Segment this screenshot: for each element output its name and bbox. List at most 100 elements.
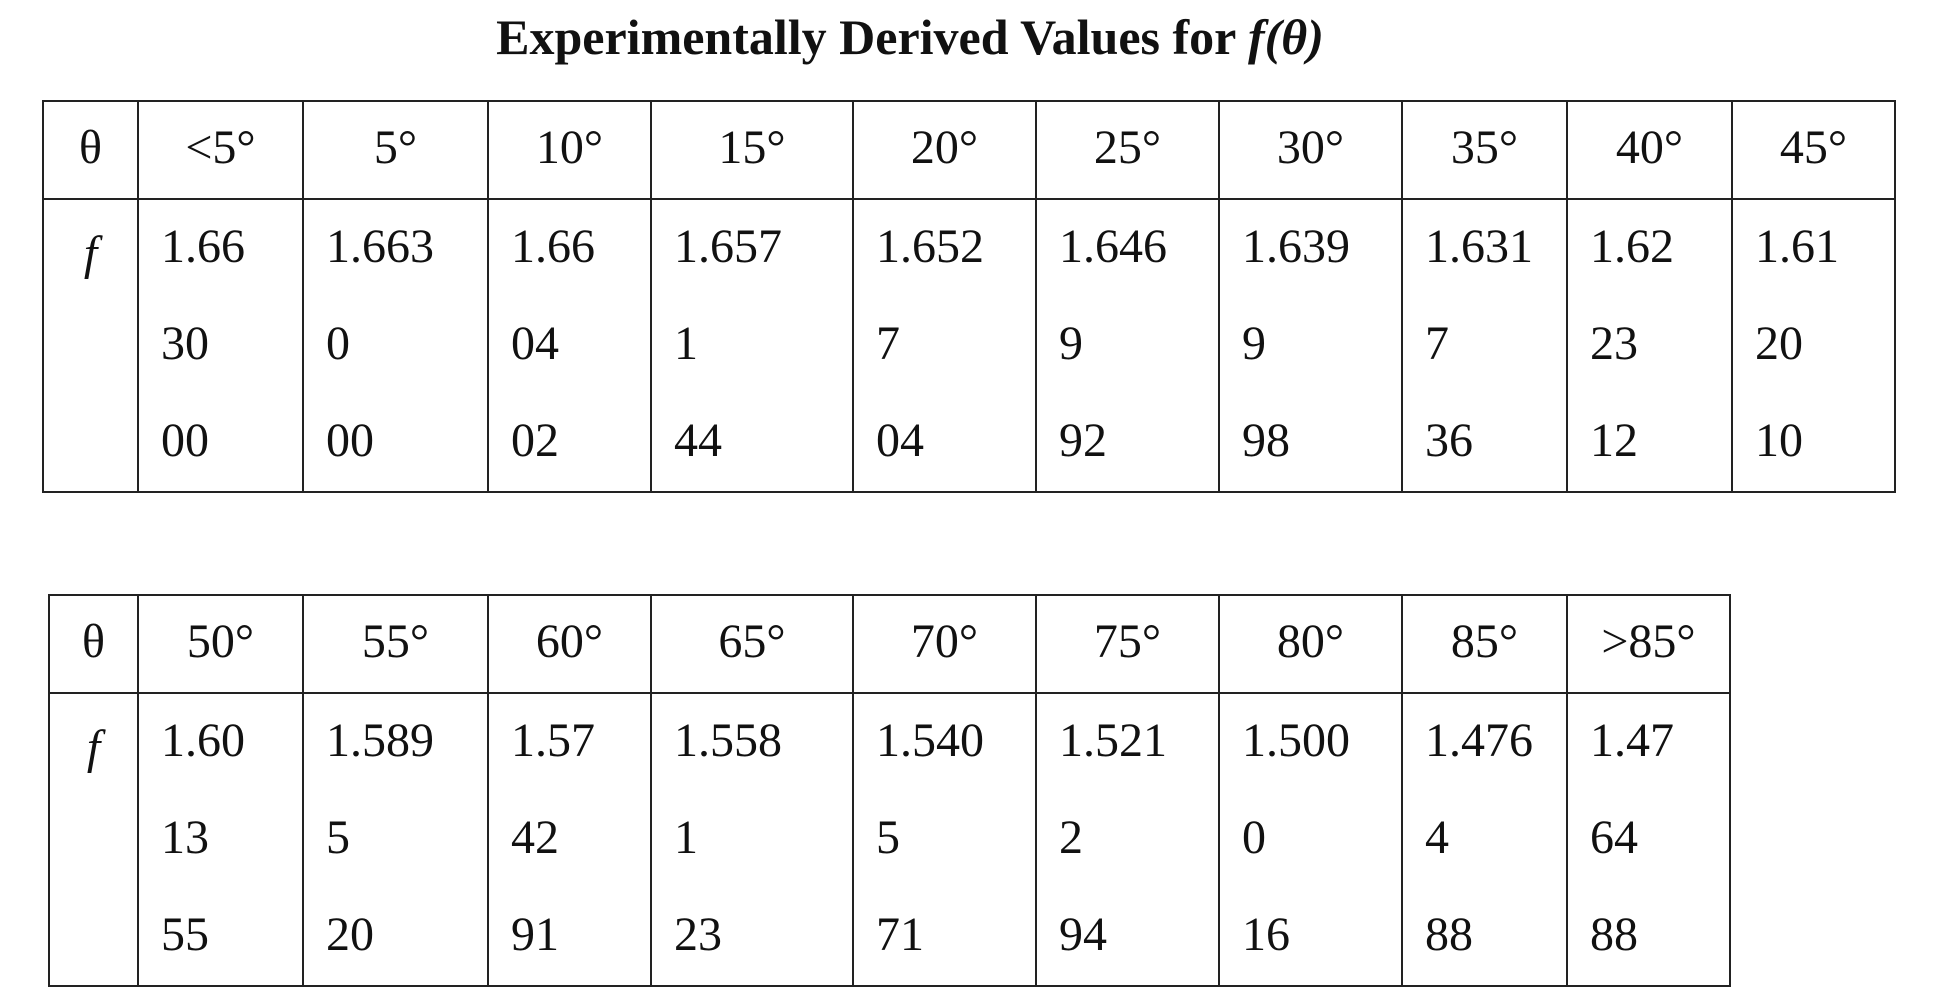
angle-header: <5° <box>138 101 303 199</box>
angle-header: 35° <box>1402 101 1567 199</box>
value-cell: 1.612010 <box>1732 199 1895 492</box>
angle-header: 50° <box>138 595 303 693</box>
value-line: 1.540 <box>876 694 1035 791</box>
value-line: 94 <box>1059 888 1218 985</box>
value-line: 1.652 <box>876 200 1035 297</box>
value-line: 7 <box>876 297 1035 394</box>
angle-header: 45° <box>1732 101 1895 199</box>
value-line: 02 <box>511 394 650 491</box>
angle-header: >85° <box>1567 595 1730 693</box>
header-row: θ <5° 5° 10° 15° 20° 25° 30° 35° 40° 45° <box>43 101 1895 199</box>
angle-header: 15° <box>651 101 853 199</box>
angle-header: 65° <box>651 595 853 693</box>
angle-header: 80° <box>1219 595 1402 693</box>
value-cell: 1.646992 <box>1036 199 1219 492</box>
value-line: 16 <box>1242 888 1401 985</box>
value-line: 12 <box>1590 394 1731 491</box>
value-cell: 1.601355 <box>138 693 303 986</box>
angle-header: 60° <box>488 595 651 693</box>
header-row: θ 50° 55° 60° 65° 70° 75° 80° 85° >85° <box>49 595 1730 693</box>
angle-header: 40° <box>1567 101 1732 199</box>
value-line: 44 <box>674 394 852 491</box>
angle-header: 30° <box>1219 101 1402 199</box>
value-cell: 1.631736 <box>1402 199 1567 492</box>
value-line: 71 <box>876 888 1035 985</box>
value-line: 64 <box>1590 791 1729 888</box>
value-line: 4 <box>1425 791 1566 888</box>
value-cell: 1.521294 <box>1036 693 1219 986</box>
value-line: 55 <box>161 888 302 985</box>
value-cell: 1.663000 <box>138 199 303 492</box>
value-row: f 1.601355 1.589520 1.574291 1.558123 1.… <box>49 693 1730 986</box>
value-line: 1.663 <box>326 200 487 297</box>
value-line: 1.631 <box>1425 200 1566 297</box>
value-line: 1.62 <box>1590 200 1731 297</box>
value-row: f 1.663000 1.663000 1.660402 1.657144 1.… <box>43 199 1895 492</box>
value-line: 2 <box>1059 791 1218 888</box>
value-line: 5 <box>876 791 1035 888</box>
value-cell: 1.663000 <box>303 199 488 492</box>
value-cell: 1.657144 <box>651 199 853 492</box>
value-line: 00 <box>161 394 302 491</box>
angle-header: 70° <box>853 595 1036 693</box>
value-line: 1.66 <box>161 200 302 297</box>
value-line: 1.521 <box>1059 694 1218 791</box>
value-cell: 1.500016 <box>1219 693 1402 986</box>
value-line: 23 <box>1590 297 1731 394</box>
f-label: f <box>49 693 138 986</box>
value-cell: 1.476488 <box>1567 693 1730 986</box>
angle-header: 5° <box>303 101 488 199</box>
value-line: 9 <box>1059 297 1218 394</box>
angle-header: 20° <box>853 101 1036 199</box>
value-line: 98 <box>1242 394 1401 491</box>
value-cell: 1.639998 <box>1219 199 1402 492</box>
value-line: 04 <box>511 297 650 394</box>
value-line: 7 <box>1425 297 1566 394</box>
values-table-2: θ 50° 55° 60° 65° 70° 75° 80° 85° >85° f… <box>48 594 1731 987</box>
angle-header: 75° <box>1036 595 1219 693</box>
value-line: 36 <box>1425 394 1566 491</box>
value-line: 42 <box>511 791 650 888</box>
value-line: 88 <box>1425 888 1566 985</box>
angle-header: 10° <box>488 101 651 199</box>
values-table-1: θ <5° 5° 10° 15° 20° 25° 30° 35° 40° 45°… <box>42 100 1896 493</box>
value-line: 04 <box>876 394 1035 491</box>
value-line: 1.558 <box>674 694 852 791</box>
value-line: 1.66 <box>511 200 650 297</box>
value-line: 1.657 <box>674 200 852 297</box>
value-line: 92 <box>1059 394 1218 491</box>
value-line: 1.589 <box>326 694 487 791</box>
value-line: 1.639 <box>1242 200 1401 297</box>
value-line: 1.57 <box>511 694 650 791</box>
value-line: 13 <box>161 791 302 888</box>
value-line: 1.476 <box>1425 694 1566 791</box>
value-line: 30 <box>161 297 302 394</box>
value-cell: 1.558123 <box>651 693 853 986</box>
angle-header: 25° <box>1036 101 1219 199</box>
value-line: 5 <box>326 791 487 888</box>
value-line: 0 <box>326 297 487 394</box>
angle-header: 55° <box>303 595 488 693</box>
value-cell: 1.574291 <box>488 693 651 986</box>
angle-header: 85° <box>1402 595 1567 693</box>
value-line: 88 <box>1590 888 1729 985</box>
value-cell: 1.589520 <box>303 693 488 986</box>
value-line: 1.61 <box>1755 200 1894 297</box>
value-line: 1 <box>674 297 852 394</box>
value-line: 1.500 <box>1242 694 1401 791</box>
title-prefix: Experimentally Derived Values for <box>496 9 1248 65</box>
page-title: Experimentally Derived Values for f(θ) <box>0 8 1820 66</box>
value-cell: 1.540571 <box>853 693 1036 986</box>
value-line: 20 <box>1755 297 1894 394</box>
value-line: 00 <box>326 394 487 491</box>
f-label: f <box>43 199 138 492</box>
value-line: 1.47 <box>1590 694 1729 791</box>
value-line: 1 <box>674 791 852 888</box>
value-cell: 1.622312 <box>1567 199 1732 492</box>
theta-label: θ <box>49 595 138 693</box>
value-cell: 1.476488 <box>1402 693 1567 986</box>
value-line: 91 <box>511 888 650 985</box>
value-cell: 1.652704 <box>853 199 1036 492</box>
value-line: 9 <box>1242 297 1401 394</box>
title-function: f(θ) <box>1248 9 1324 65</box>
